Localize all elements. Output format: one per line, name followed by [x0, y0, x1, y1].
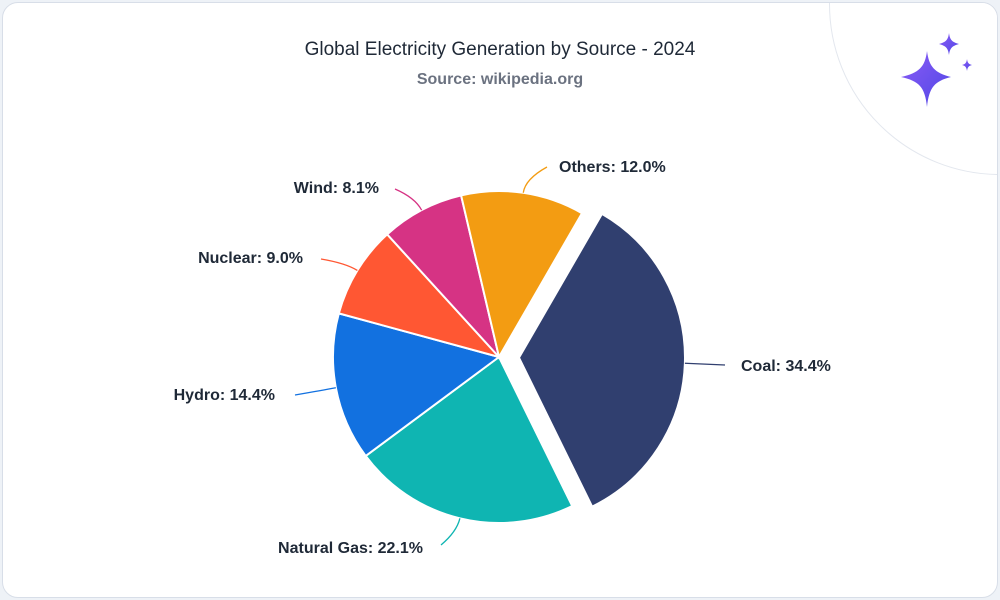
slice-label-wind: Wind: 8.1% — [294, 180, 379, 197]
pie-slice-hydro — [332, 312, 502, 458]
pie-slice-nuclear — [337, 232, 503, 359]
leader-line-natural-gas — [440, 518, 461, 546]
leader-line-nuclear — [320, 258, 358, 271]
pie-slice-natural-gas — [364, 355, 574, 524]
chart-subtitle: Source: wikipedia.org — [416, 71, 584, 88]
slice-label-nuclear: Nuclear: 9.0% — [198, 250, 303, 267]
chart-title: Global Electricity Generation by Source … — [304, 39, 696, 60]
leader-line-hydro — [294, 387, 336, 396]
sparkle-icon — [901, 33, 972, 107]
pie-slice-others — [459, 190, 584, 360]
leader-line-others — [522, 166, 548, 193]
leader-line-coal — [684, 362, 726, 366]
leader-line-wind — [394, 188, 423, 211]
slice-label-hydro: Hydro: 14.4% — [174, 387, 275, 404]
slice-label-coal: Coal: 34.4% — [741, 358, 831, 375]
slice-label-others: Others: 12.0% — [559, 159, 666, 176]
pie-chart: Coal: 34.4% Natural Gas: 22.1% Hydro: 14.4… — [174, 159, 831, 557]
slice-label-natural-gas: Natural Gas: 22.1% — [278, 540, 423, 557]
